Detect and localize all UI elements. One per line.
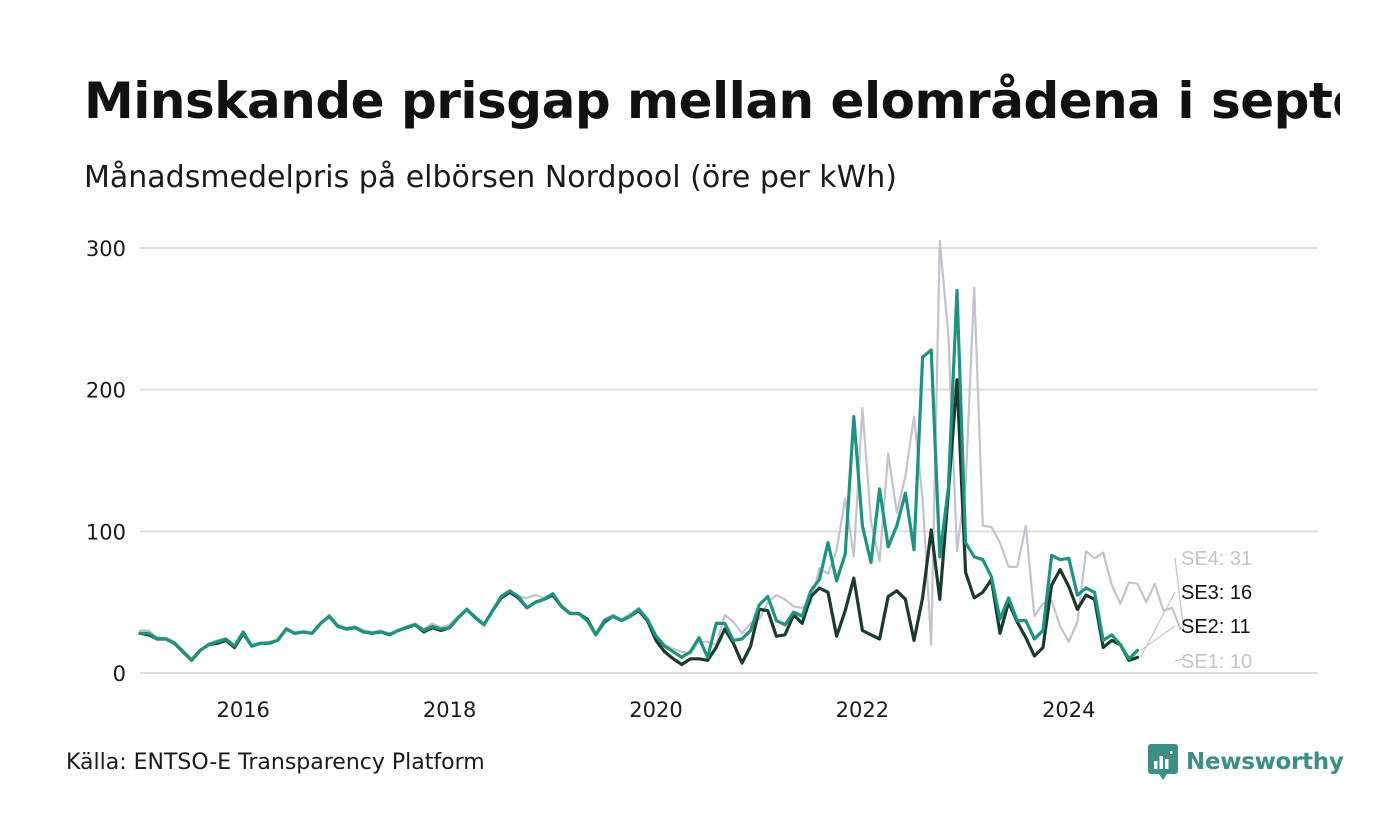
x-axis: 2016 2018 2020 2022 2024 [216, 698, 1095, 722]
x-tick-label: 2024 [1042, 698, 1095, 722]
series-line-se4 [138, 239, 1182, 660]
series-lines [138, 239, 1182, 667]
end-labels: SE4: 31 SE3: 16 SE2: 11 SE1: 10 [1140, 548, 1252, 673]
x-tick-label: 2020 [629, 698, 682, 722]
y-axis: 0 100 200 300 [86, 237, 126, 686]
x-tick-label: 2016 [216, 698, 269, 722]
x-tick-label: 2022 [836, 698, 889, 722]
newsworthy-logo-icon [1148, 744, 1178, 780]
brand-name: Newsworthy [1186, 749, 1344, 775]
y-tick-label: 100 [86, 520, 126, 544]
x-tick-label: 2018 [423, 698, 476, 722]
y-tick-label: 200 [86, 379, 126, 403]
source-note: Källa: ENTSO-E Transparency Platform [66, 750, 485, 775]
end-label-se4: SE4: 31 [1181, 548, 1252, 570]
series-line-se2 [138, 288, 1140, 662]
y-tick-label: 300 [86, 237, 126, 261]
end-label-se2: SE2: 11 [1181, 616, 1251, 638]
chart-title: Minskande prisgap mellan elområdena i se… [84, 72, 1340, 130]
leader-line-se4 [1174, 557, 1185, 630]
y-tick-label: 0 [113, 662, 126, 686]
series-line-se3 [138, 378, 1140, 667]
end-label-se1: SE1: 10 [1181, 651, 1252, 673]
brand-logo: Newsworthy [1148, 742, 1344, 782]
chart-subtitle: Månadsmedelpris på elbörsen Nordpool (ör… [84, 160, 897, 195]
leader-line-se2 [1140, 625, 1176, 651]
leader-line-se1 [1174, 658, 1184, 662]
end-label-se3: SE3: 16 [1181, 582, 1252, 604]
grid-lines [140, 247, 1318, 674]
